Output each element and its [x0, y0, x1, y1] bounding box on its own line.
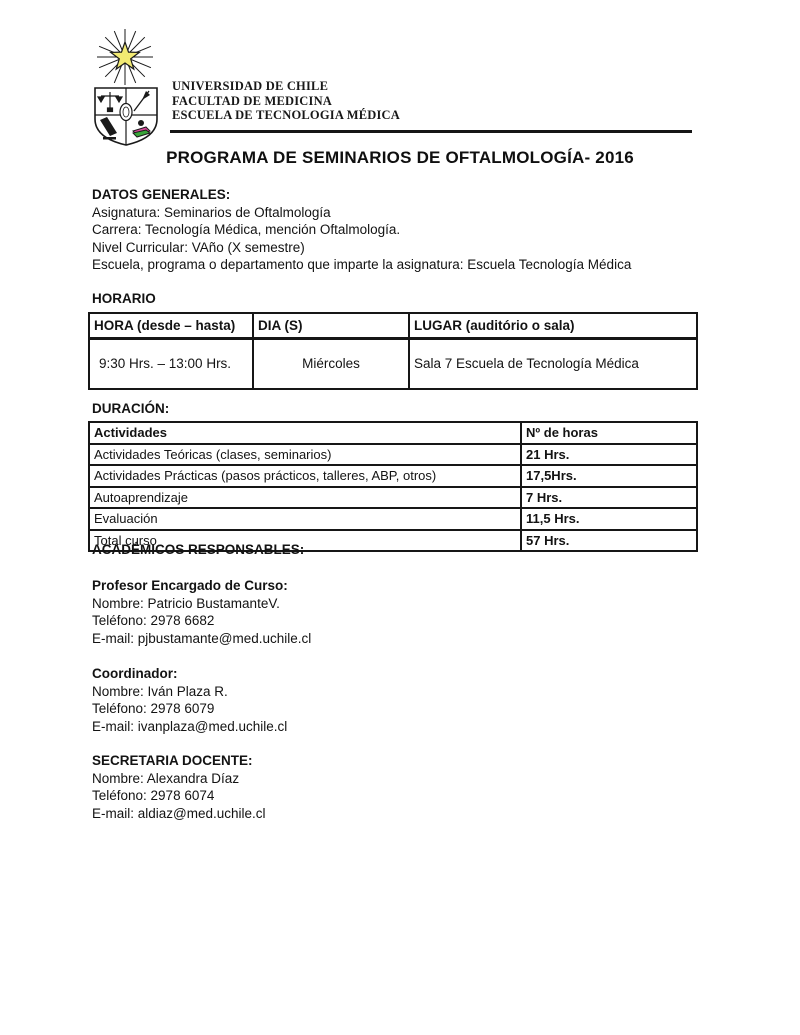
- duracion-cell-total: Total curso: [88, 528, 522, 552]
- table-row: Actividades Teóricas (clases, seminarios…: [88, 442, 698, 466]
- contact-nombre: Nombre: Patricio BustamanteV.: [92, 595, 280, 611]
- caduceus-icon: [133, 90, 150, 112]
- duracion-cell-total-horas: 57 Hrs.: [520, 528, 698, 552]
- horario-table: HORA (desde – hasta) DIA (S) LUGAR (audi…: [88, 312, 698, 390]
- datos-line-asignatura: Asignatura: Seminarios de Oftalmología: [92, 204, 331, 220]
- duracion-col-horas: Nº de horas: [520, 421, 698, 445]
- contact-block-secretaria: SECRETARIA DOCENTE: Nombre: Alexandra Dí…: [92, 752, 712, 822]
- duracion-cell-practicas: Actividades Prácticas (pasos prácticos, …: [88, 464, 522, 488]
- horario-cell-dia: Miércoles: [252, 337, 410, 390]
- duracion-col-actividades: Actividades: [88, 421, 522, 445]
- contact-block-profesor: Profesor Encargado de Curso: Nombre: Pat…: [92, 577, 712, 647]
- org-line-school: ESCUELA DE TECNOLOGIA MÉDICA: [172, 108, 400, 122]
- horario-cell-lugar: Sala 7 Escuela de Tecnología Médica: [408, 337, 698, 390]
- contact-telefono: Teléfono: 2978 6682: [92, 613, 215, 628]
- horario-heading: HORARIO: [92, 291, 156, 306]
- horario-col-hora: HORA (desde – hasta): [88, 312, 254, 340]
- contact-email: E-mail: aldiaz@med.uchile.cl: [92, 805, 266, 821]
- duracion-cell-autoaprendizaje: Autoaprendizaje: [88, 485, 522, 509]
- medallion-icon: [119, 102, 133, 122]
- horario-cell-hora: 9:30 Hrs. – 13:00 Hrs.: [88, 337, 254, 390]
- horario-col-dia: DIA (S): [252, 312, 410, 340]
- contact-email: E-mail: pjbustamante@med.uchile.cl: [92, 630, 312, 646]
- scales-icon: [96, 92, 124, 113]
- duracion-cell-evaluacion: Evaluación: [88, 507, 522, 531]
- contact-role: Profesor Encargado de Curso:: [92, 578, 288, 593]
- university-crest-logo: [94, 29, 158, 146]
- datos-generales-section: DATOS GENERALES: Asignatura: Seminarios …: [92, 186, 732, 274]
- contact-telefono: Teléfono: 2978 6079: [92, 701, 215, 716]
- org-name-block: UNIVERSIDAD DE CHILE FACULTAD DE MEDICIN…: [172, 79, 400, 123]
- duracion-heading: DURACIÓN:: [92, 401, 170, 416]
- duracion-table: Actividades Nº de horas Actividades Teór…: [88, 421, 698, 552]
- contact-nombre: Nombre: Iván Plaza R.: [92, 683, 228, 699]
- star-icon: [108, 40, 142, 71]
- header-divider-rule: [170, 130, 692, 133]
- org-line-university: UNIVERSIDAD DE CHILE: [172, 79, 329, 93]
- org-line-faculty: FACULTAD DE MEDICINA: [172, 93, 333, 108]
- duracion-cell-practicas-horas: 17,5Hrs.: [520, 464, 698, 488]
- table-row: Total curso 57 Hrs.: [88, 528, 698, 552]
- medallion-inner-icon: [122, 106, 130, 118]
- contact-block-coordinador: Coordinador: Nombre: Iván Plaza R. Teléf…: [92, 665, 712, 735]
- contact-role: Coordinador:: [92, 666, 178, 681]
- duracion-header-row: Actividades Nº de horas: [88, 421, 698, 445]
- duracion-cell-autoaprendizaje-horas: 7 Hrs.: [520, 485, 698, 509]
- contact-telefono: Teléfono: 2978 6074: [92, 788, 215, 803]
- datos-line-carrera: Carrera: Tecnología Médica, mención Ofta…: [92, 222, 401, 237]
- horario-data-row: 9:30 Hrs. – 13:00 Hrs. Miércoles Sala 7 …: [88, 337, 698, 390]
- horario-col-lugar: LUGAR (auditório o sala): [408, 312, 698, 340]
- academicos-heading: ACADÉMICOS RESPONSABLES:: [92, 542, 305, 557]
- duracion-cell-teoricas-horas: 21 Hrs.: [520, 442, 698, 466]
- contact-nombre: Nombre: Alexandra Díaz: [92, 770, 240, 786]
- datos-line-escuela: Escuela, programa o departamento que imp…: [92, 257, 632, 272]
- datos-generales-heading: DATOS GENERALES:: [92, 187, 231, 202]
- table-row: Autoaprendizaje 7 Hrs.: [88, 485, 698, 509]
- datos-line-nivel: Nivel Curricular: VAño (X semestre): [92, 239, 305, 255]
- contact-role: SECRETARIA DOCENTE:: [92, 753, 253, 768]
- page-title: PROGRAMA DE SEMINARIOS DE OFTALMOLOGÍA- …: [166, 148, 634, 167]
- duracion-cell-teoricas: Actividades Teóricas (clases, seminarios…: [88, 442, 522, 466]
- contact-email: E-mail: ivanplaza@med.uchile.cl: [92, 718, 288, 734]
- book-lamp-icon: [132, 120, 152, 138]
- table-row: Actividades Prácticas (pasos prácticos, …: [88, 464, 698, 488]
- horario-header-row: HORA (desde – hasta) DIA (S) LUGAR (audi…: [88, 312, 698, 340]
- table-row: Evaluación 11,5 Hrs.: [88, 507, 698, 531]
- telescope-icon: [100, 117, 117, 140]
- duracion-cell-evaluacion-horas: 11,5 Hrs.: [520, 507, 698, 531]
